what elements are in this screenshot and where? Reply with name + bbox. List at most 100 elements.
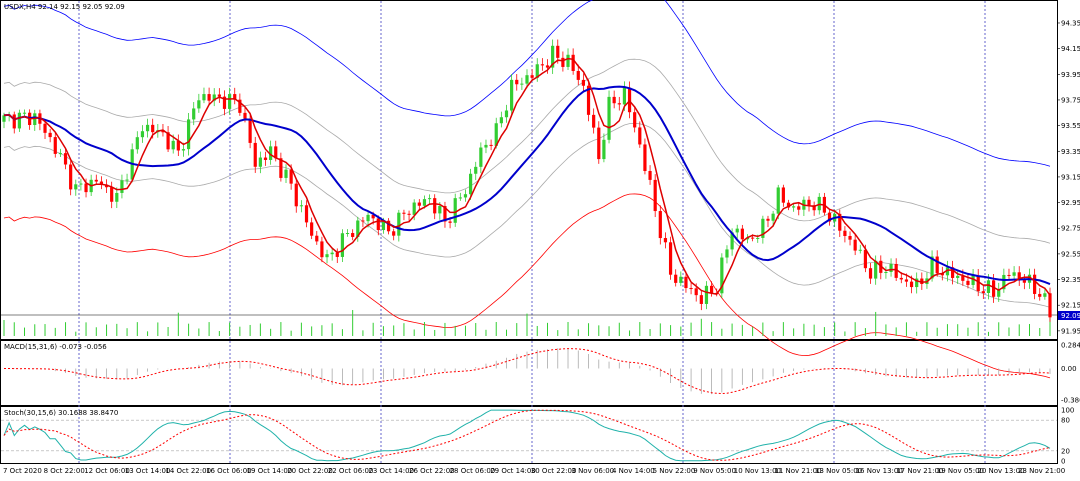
candle-body[interactable] xyxy=(817,196,821,211)
candle-body[interactable] xyxy=(633,112,637,128)
candle-body[interactable] xyxy=(786,202,791,208)
candle-body[interactable] xyxy=(94,179,98,182)
candle-body[interactable] xyxy=(838,213,842,231)
candle-body[interactable] xyxy=(797,206,801,210)
candle-body[interactable] xyxy=(433,198,437,214)
candle-body[interactable] xyxy=(356,220,360,237)
candle-body[interactable] xyxy=(263,157,268,160)
candle-body[interactable] xyxy=(120,180,124,193)
candle-body[interactable] xyxy=(2,115,6,122)
candle-body[interactable] xyxy=(1022,280,1026,283)
candle-body[interactable] xyxy=(679,276,683,283)
candle-body[interactable] xyxy=(853,239,857,251)
candle-body[interactable] xyxy=(315,235,319,242)
candle-body[interactable] xyxy=(366,214,370,222)
candle-body[interactable] xyxy=(868,268,873,279)
candle-body[interactable] xyxy=(535,64,539,78)
candle-body[interactable] xyxy=(192,108,196,120)
candle-body[interactable] xyxy=(181,149,186,151)
candle-body[interactable] xyxy=(945,267,950,276)
candle-body[interactable] xyxy=(48,132,52,138)
candle-body[interactable] xyxy=(863,249,868,269)
candle-body[interactable] xyxy=(607,96,611,140)
candle-body[interactable] xyxy=(1043,293,1047,297)
candle-body[interactable] xyxy=(843,230,847,236)
candle-body[interactable] xyxy=(269,146,273,160)
candle-body[interactable] xyxy=(448,221,452,223)
candle-body[interactable] xyxy=(330,252,334,255)
candle-body[interactable] xyxy=(776,187,780,214)
candle-body[interactable] xyxy=(386,220,391,232)
candle-body[interactable] xyxy=(499,117,503,124)
candle-body[interactable] xyxy=(392,231,396,236)
candle-body[interactable] xyxy=(792,206,796,208)
candle-body[interactable] xyxy=(581,79,586,86)
candle-body[interactable] xyxy=(238,99,242,113)
candle-body[interactable] xyxy=(545,65,550,68)
candle-body[interactable] xyxy=(438,206,442,214)
candle-body[interactable] xyxy=(453,198,457,223)
candle-body[interactable] xyxy=(361,220,365,222)
candle-body[interactable] xyxy=(468,173,473,195)
candle-body[interactable] xyxy=(484,144,488,148)
candle-body[interactable] xyxy=(202,94,206,101)
candle-body[interactable] xyxy=(427,198,432,200)
candle-body[interactable] xyxy=(422,199,427,206)
candle-body[interactable] xyxy=(1048,293,1052,318)
candle-body[interactable] xyxy=(597,127,601,160)
candle-body[interactable] xyxy=(909,281,914,288)
candle-body[interactable] xyxy=(1007,274,1011,276)
candle-body[interactable] xyxy=(515,79,519,85)
candle-body[interactable] xyxy=(981,291,985,294)
candle-body[interactable] xyxy=(140,131,145,138)
candle-body[interactable] xyxy=(956,275,960,278)
candle-body[interactable] xyxy=(494,123,498,146)
candle-body[interactable] xyxy=(351,233,355,237)
candle-body[interactable] xyxy=(207,94,211,101)
candle-body[interactable] xyxy=(176,140,180,151)
candle-body[interactable] xyxy=(417,202,421,206)
candle-body[interactable] xyxy=(976,275,980,292)
candle-body[interactable] xyxy=(1033,274,1037,294)
candle-body[interactable] xyxy=(586,85,591,115)
candle-body[interactable] xyxy=(397,212,401,236)
candle-body[interactable] xyxy=(904,279,909,282)
candle-body[interactable] xyxy=(79,183,83,185)
candle-body[interactable] xyxy=(540,64,544,66)
candle-body[interactable] xyxy=(248,118,252,143)
candle-body[interactable] xyxy=(950,267,955,278)
candle-body[interactable] xyxy=(725,249,729,258)
candle-body[interactable] xyxy=(217,94,221,97)
candle-body[interactable] xyxy=(212,94,216,101)
candle-body[interactable] xyxy=(889,263,893,272)
candle-body[interactable] xyxy=(674,274,678,283)
candle-body[interactable] xyxy=(222,96,227,109)
candle-body[interactable] xyxy=(658,211,662,239)
candle-body[interactable] xyxy=(376,218,380,231)
candle-body[interactable] xyxy=(402,212,406,214)
candle-body[interactable] xyxy=(735,228,739,233)
candle-body[interactable] xyxy=(161,130,165,133)
candle-body[interactable] xyxy=(884,271,888,273)
candle-body[interactable] xyxy=(827,212,832,222)
candle-body[interactable] xyxy=(304,205,309,223)
candle-body[interactable] xyxy=(699,295,703,304)
candle-body[interactable] xyxy=(284,169,288,178)
candle-body[interactable] xyxy=(663,238,668,243)
candle-body[interactable] xyxy=(684,276,688,289)
candle-body[interactable] xyxy=(920,278,924,285)
candle-body[interactable] xyxy=(325,254,329,258)
candle-body[interactable] xyxy=(991,280,996,297)
candle-body[interactable] xyxy=(602,139,606,160)
candle-body[interactable] xyxy=(694,288,698,296)
candle-body[interactable] xyxy=(63,153,68,165)
candle-body[interactable] xyxy=(668,242,673,275)
candle-body[interactable] xyxy=(340,233,345,257)
candle-body[interactable] xyxy=(299,205,303,207)
candle-body[interactable] xyxy=(566,54,570,67)
candle-body[interactable] xyxy=(915,278,919,288)
candle-body[interactable] xyxy=(704,285,709,304)
candle-body[interactable] xyxy=(197,100,201,109)
candle-body[interactable] xyxy=(504,110,509,118)
candle-body[interactable] xyxy=(1038,293,1042,297)
